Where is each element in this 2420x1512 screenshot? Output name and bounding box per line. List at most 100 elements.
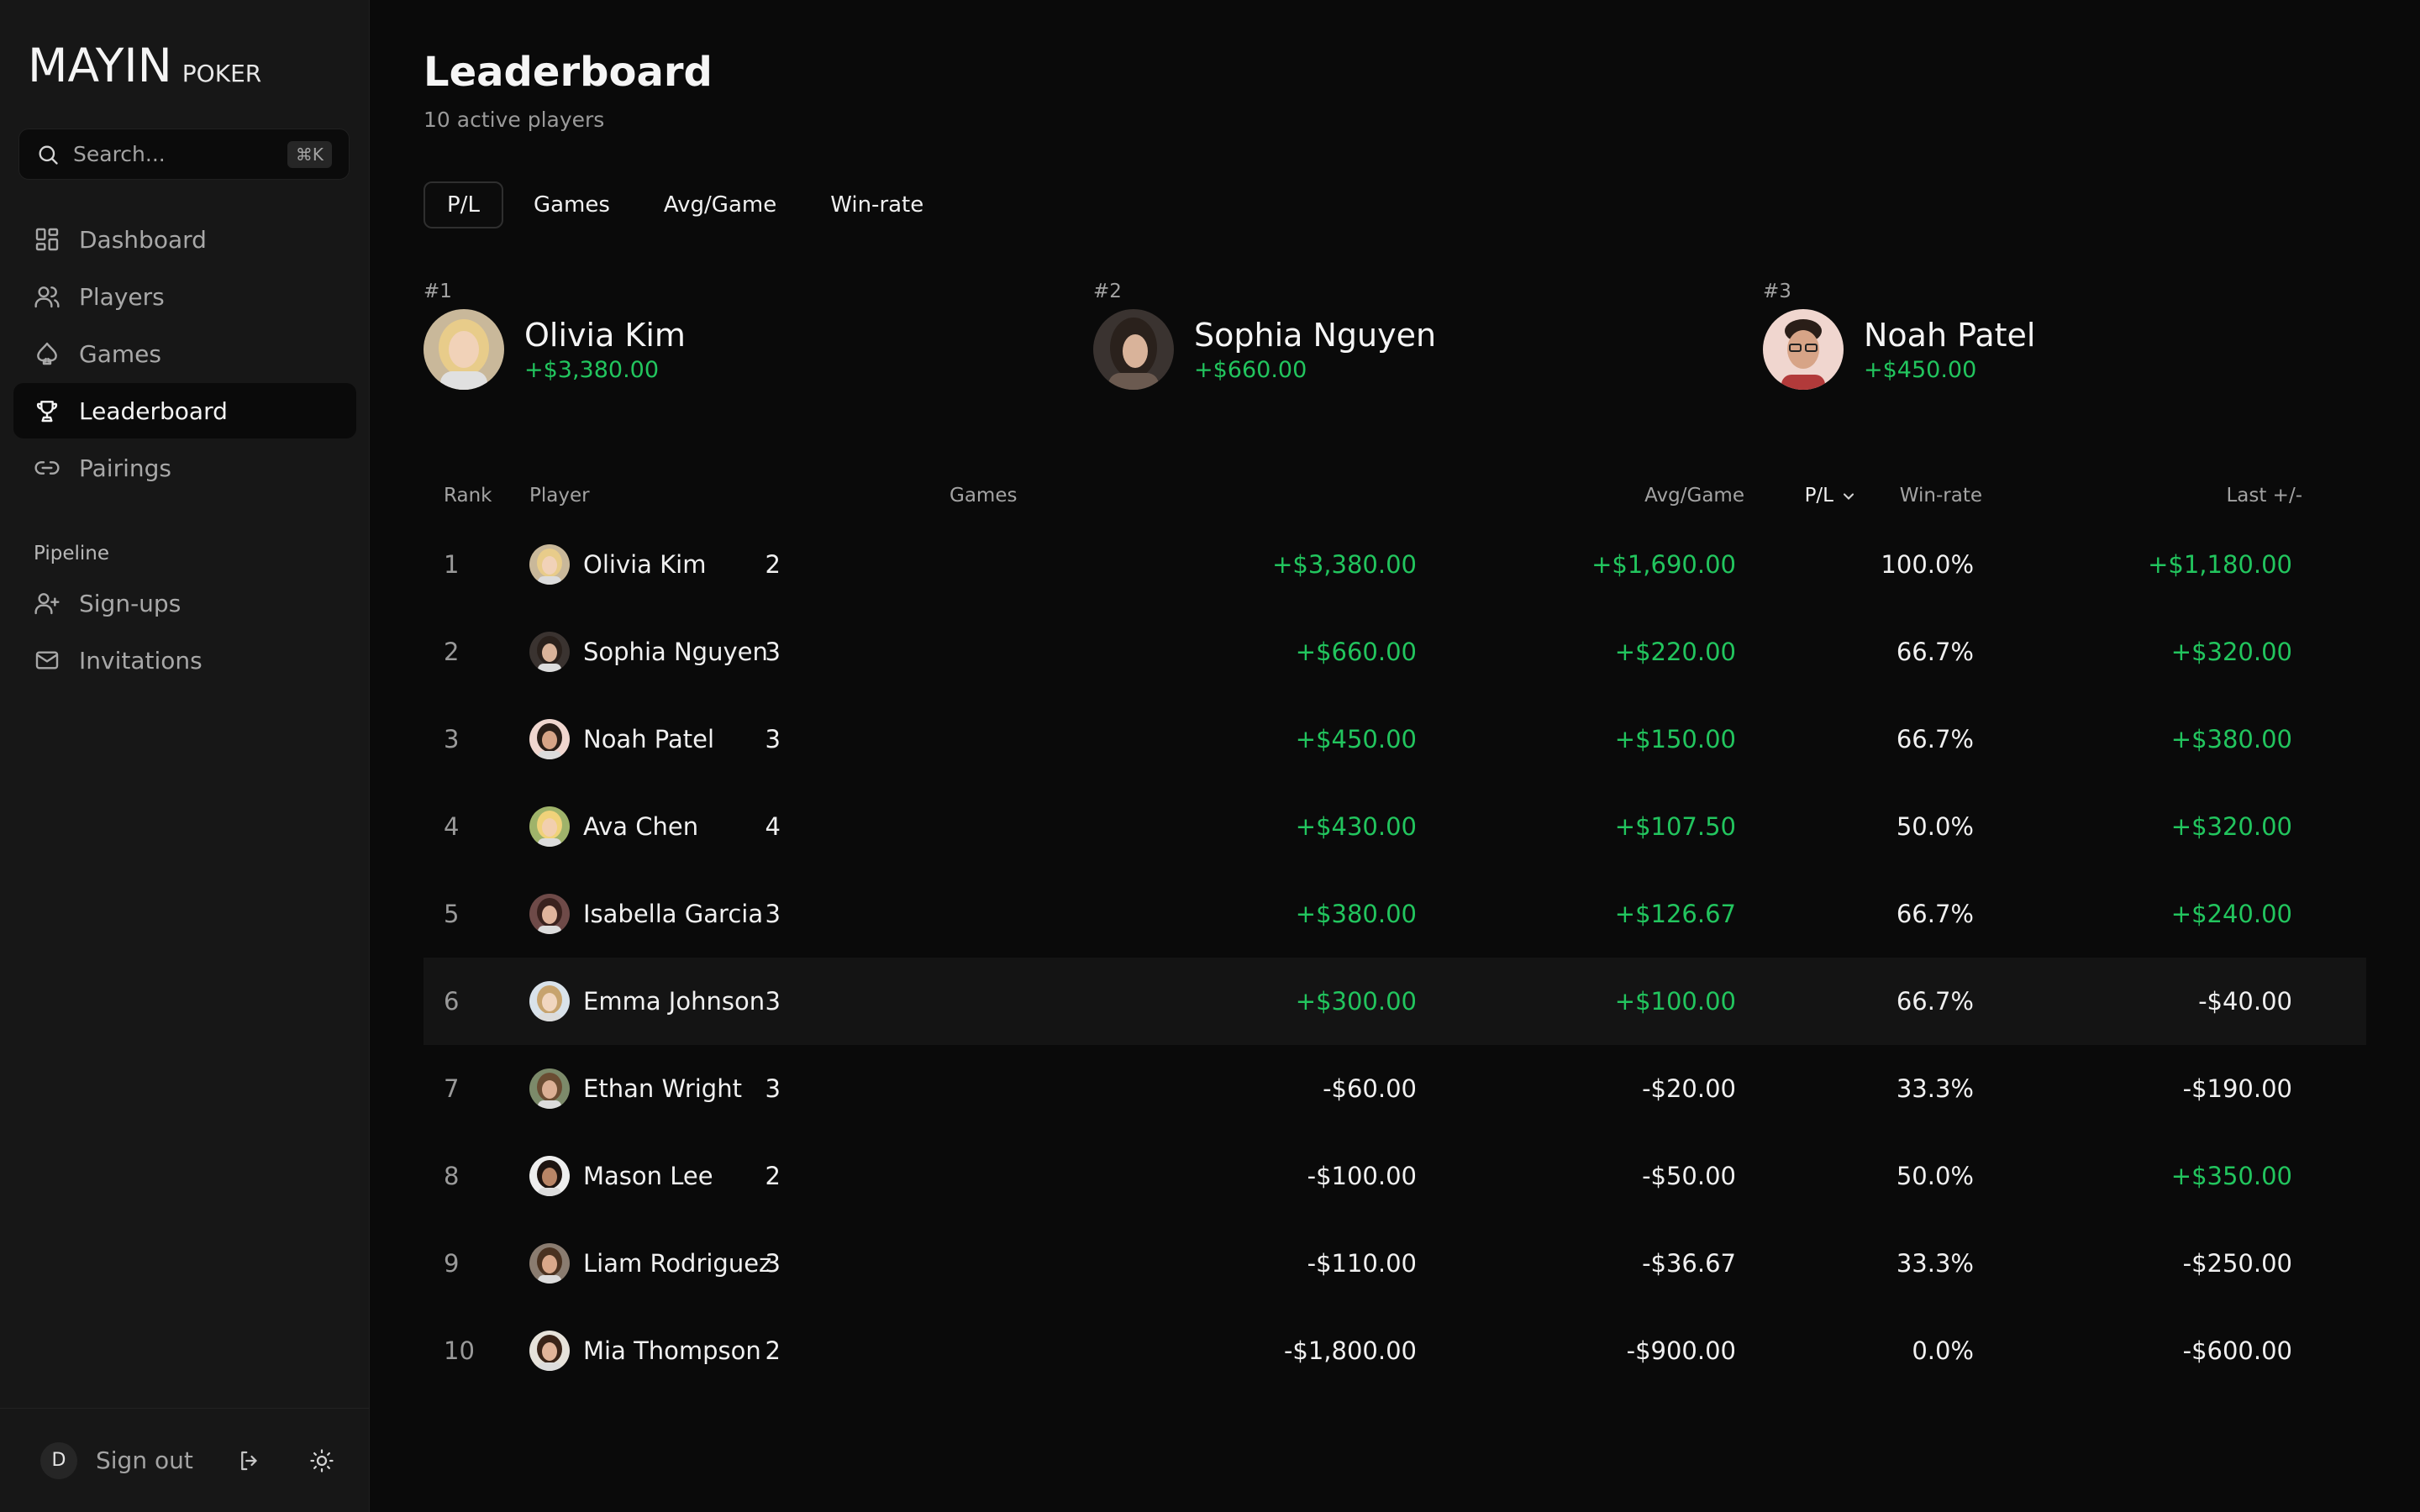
table-body: 1 Olivia Kim 2 +$3,380.00 +$1,690.00 100… — [424, 521, 2366, 1394]
tab-pl[interactable]: P/L — [424, 181, 503, 228]
dashboard-icon — [35, 228, 59, 251]
cell-last: -$190.00 — [2182, 1074, 2292, 1103]
sidebar-item-label: Leaderboard — [79, 396, 228, 425]
cell-win-rate: 33.3% — [1896, 1074, 1974, 1103]
cell-last: -$600.00 — [2182, 1336, 2292, 1365]
theme-toggle-icon[interactable] — [309, 1448, 334, 1473]
avatar-photo-icon — [529, 719, 570, 759]
user-avatar[interactable]: D — [40, 1441, 77, 1479]
sidebar-item-dashboard[interactable]: Dashboard — [13, 212, 356, 267]
search-input[interactable]: Search... ⌘K — [18, 129, 350, 180]
tab-avg-game[interactable]: Avg/Game — [663, 192, 777, 218]
sign-out-button[interactable]: Sign out — [96, 1446, 193, 1474]
cell-win-rate: 66.7% — [1896, 638, 1974, 666]
cell-player-name: Sophia Nguyen — [583, 638, 768, 666]
spade-icon — [37, 342, 57, 365]
page-subtitle: 10 active players — [424, 108, 605, 132]
tab-games[interactable]: Games — [533, 192, 610, 218]
sidebar-item-leaderboard[interactable]: Leaderboard — [13, 383, 356, 438]
avatar-photo-icon — [529, 806, 570, 847]
sidebar-item-signups[interactable]: Sign-ups — [13, 575, 356, 631]
cell-games: 3 — [765, 900, 781, 928]
avatar — [529, 632, 570, 672]
avatar-photo-icon — [529, 1243, 570, 1284]
avatar-photo-icon — [529, 632, 570, 672]
cell-pl: -$100.00 — [1307, 1162, 1417, 1190]
cell-last: +$1,180.00 — [2148, 550, 2292, 579]
cell-avg-game: -$36.67 — [1642, 1249, 1736, 1278]
table-row[interactable]: 4 Ava Chen 4 +$430.00 +$107.50 50.0% +$3… — [424, 783, 2366, 870]
table-row[interactable]: 7 Ethan Wright 3 -$60.00 -$20.00 33.3% -… — [424, 1045, 2366, 1132]
podium-player-name: Noah Patel — [1864, 316, 2036, 354]
column-header-avg-game[interactable]: Avg/Game — [1644, 485, 1744, 507]
podium-player-name: Sophia Nguyen — [1194, 316, 1437, 354]
table-row[interactable]: 5 Isabella Garcia 3 +$380.00 +$126.67 66… — [424, 870, 2366, 958]
brand-logo[interactable]: MAYIN POKER — [28, 39, 261, 92]
cell-pl: +$430.00 — [1295, 812, 1417, 841]
cell-rank: 4 — [444, 812, 460, 841]
user-plus-icon — [34, 593, 60, 615]
sidebar-item-label: Games — [79, 339, 161, 368]
chevron-down-icon — [1843, 492, 1854, 500]
sidebar-item-games[interactable]: Games — [13, 326, 356, 381]
cell-rank: 2 — [444, 638, 460, 666]
mail-icon — [35, 651, 59, 669]
cell-last: +$240.00 — [2170, 900, 2292, 928]
avatar-photo-icon — [529, 981, 570, 1021]
sort-tabs: P/L Games Avg/Game Win-rate — [424, 181, 954, 228]
cell-pl: -$60.00 — [1323, 1074, 1417, 1103]
cell-last: -$40.00 — [2198, 987, 2292, 1016]
table-row[interactable]: 10 Mia Thompson 2 -$1,800.00 -$900.00 0.… — [424, 1307, 2366, 1394]
table-row[interactable]: 9 Liam Rodriguez 3 -$110.00 -$36.67 33.3… — [424, 1220, 2366, 1307]
sidebar-item-label: Players — [79, 282, 165, 311]
column-header-games[interactable]: Games — [950, 485, 1018, 507]
avatar — [529, 719, 570, 759]
column-header-win-rate[interactable]: Win-rate — [1899, 485, 1982, 507]
table-row[interactable]: 6 Emma Johnson 3 +$300.00 +$100.00 66.7%… — [424, 958, 2366, 1045]
users-icon — [34, 286, 60, 308]
sidebar-item-pairings[interactable]: Pairings — [13, 440, 356, 496]
logout-icon[interactable] — [237, 1448, 262, 1473]
cell-rank: 6 — [444, 987, 460, 1016]
sidebar-item-players[interactable]: Players — [13, 269, 356, 324]
column-header-player[interactable]: Player — [529, 485, 590, 507]
avatar — [529, 1331, 570, 1371]
column-header-pl[interactable]: P/L — [1805, 485, 1857, 507]
podium-second[interactable]: #2 Sophia Nguyen +$660.00 — [1093, 281, 1436, 390]
cell-player-name: Mia Thompson — [583, 1336, 761, 1365]
podium-third[interactable]: #3 Noah Patel +$450.00 — [1763, 281, 2035, 390]
cell-games: 2 — [765, 550, 781, 579]
cell-rank: 1 — [444, 550, 460, 579]
table-row[interactable]: 8 Mason Lee 2 -$100.00 -$50.00 50.0% +$3… — [424, 1132, 2366, 1220]
cell-avg-game: +$220.00 — [1614, 638, 1736, 666]
podium-player-value: +$660.00 — [1194, 356, 1307, 383]
cell-win-rate: 66.7% — [1896, 987, 1974, 1016]
cell-avg-game: +$150.00 — [1614, 725, 1736, 753]
cell-win-rate: 66.7% — [1896, 725, 1974, 753]
avatar — [529, 1156, 570, 1196]
brand-sub: POKER — [182, 60, 262, 87]
tab-win-rate[interactable]: Win-rate — [830, 192, 924, 218]
podium-player-value: +$3,380.00 — [524, 356, 660, 383]
cell-last: -$250.00 — [2182, 1249, 2292, 1278]
podium-first[interactable]: #1 Olivia Kim +$3,380.00 — [424, 281, 686, 390]
table-row[interactable]: 3 Noah Patel 3 +$450.00 +$150.00 66.7% +… — [424, 696, 2366, 783]
cell-win-rate: 66.7% — [1896, 900, 1974, 928]
leaderboard-table: Rank Player Games P/L Avg/Game Win-rate … — [424, 470, 2366, 1394]
podium-player-value: +$450.00 — [1864, 356, 1977, 383]
podium-rank: #3 — [1763, 281, 1791, 302]
table-row[interactable]: 1 Olivia Kim 2 +$3,380.00 +$1,690.00 100… — [424, 521, 2366, 608]
podium-rank: #1 — [424, 281, 452, 302]
pipeline-nav: Sign-ups Invitations — [13, 575, 356, 690]
cell-win-rate: 100.0% — [1881, 550, 1974, 579]
cell-player-name: Ava Chen — [583, 812, 699, 841]
column-header-last[interactable]: Last +/- — [2226, 485, 2302, 507]
search-placeholder: Search... — [73, 142, 166, 166]
table-row[interactable]: 2 Sophia Nguyen 3 +$660.00 +$220.00 66.7… — [424, 608, 2366, 696]
cell-player-name: Mason Lee — [583, 1162, 713, 1190]
column-header-rank[interactable]: Rank — [444, 485, 492, 507]
sidebar-item-invitations[interactable]: Invitations — [13, 633, 356, 688]
cell-player-name: Liam Rodriguez — [583, 1249, 772, 1278]
cell-player-name: Ethan Wright — [583, 1074, 742, 1103]
cell-player-name: Olivia Kim — [583, 550, 707, 579]
